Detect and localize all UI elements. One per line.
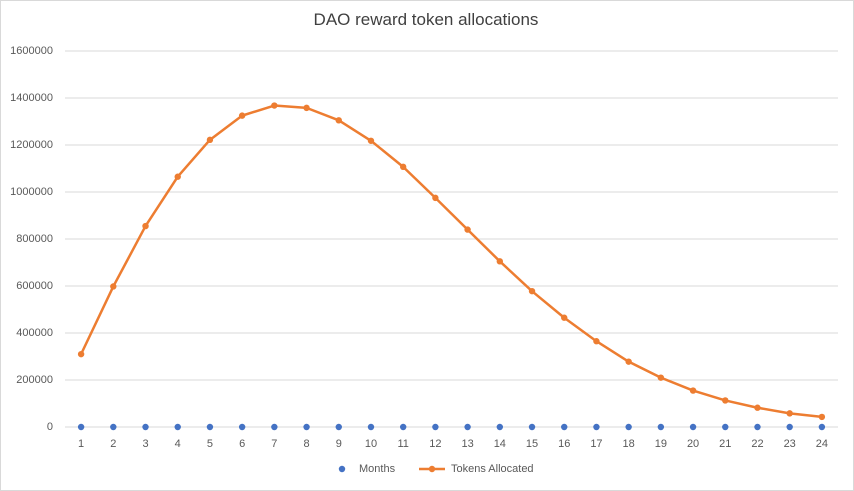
data-point: [657, 423, 665, 431]
data-point: [561, 314, 568, 321]
data-point: [77, 350, 85, 358]
data-point: [238, 423, 246, 431]
x-tick-label: 11: [397, 438, 408, 450]
series-layer: [77, 102, 826, 431]
data-point: [786, 410, 793, 417]
x-tick-label: 6: [239, 438, 245, 450]
x-tick-label: 24: [816, 438, 828, 450]
data-point: [271, 102, 278, 109]
data-point: [367, 137, 375, 144]
data-point: [77, 423, 85, 431]
data-point: [722, 423, 729, 431]
legend: Months Tokens Allocated: [338, 463, 534, 475]
x-tick-label: 19: [655, 438, 667, 450]
data-point: [689, 387, 697, 394]
data-point: [593, 338, 600, 345]
x-tick-label: 4: [175, 438, 181, 450]
legend-item: Months: [338, 463, 396, 475]
y-tick-label: 1000000: [10, 186, 53, 198]
x-tick-label: 12: [429, 438, 441, 450]
data-point: [657, 374, 665, 381]
data-point: [528, 423, 536, 431]
data-point: [142, 222, 149, 230]
data-point: [399, 163, 407, 171]
x-tick-label: 16: [558, 438, 570, 450]
y-tick-label: 1400000: [10, 92, 53, 104]
data-point: [561, 423, 568, 431]
gridlines: [65, 50, 838, 428]
x-tick-label: 15: [526, 438, 538, 450]
data-point: [303, 423, 310, 431]
x-tick-label: 17: [590, 438, 602, 450]
x-tick-label: 14: [494, 438, 506, 450]
series-line: [79, 104, 823, 419]
x-tick-label: 18: [623, 438, 635, 450]
x-tick-label: 20: [687, 438, 699, 450]
data-point: [110, 283, 117, 290]
data-point: [625, 423, 632, 431]
data-point: [722, 397, 729, 404]
data-point: [174, 173, 181, 180]
legend-swatch-marker: [428, 465, 436, 473]
data-point: [528, 287, 536, 295]
x-tick-label: 10: [365, 438, 377, 450]
legend-label: Tokens Allocated: [451, 463, 534, 475]
x-tick-label: 3: [142, 438, 148, 450]
data-point: [464, 226, 471, 233]
data-point: [432, 423, 439, 431]
legend-item: Tokens Allocated: [419, 463, 534, 475]
data-point: [206, 136, 214, 144]
x-tick-label: 2: [110, 438, 116, 450]
data-point: [335, 423, 342, 431]
data-point: [432, 194, 439, 202]
y-tick-label: 1600000: [10, 45, 53, 57]
data-point: [625, 358, 632, 365]
data-point: [818, 413, 826, 421]
y-tick-label: 0: [47, 421, 53, 433]
data-point: [593, 423, 600, 431]
data-point: [206, 423, 214, 431]
data-point: [271, 423, 278, 431]
x-tick-label: 23: [784, 438, 796, 450]
x-tick-label: 1: [78, 438, 84, 450]
data-point: [689, 423, 697, 431]
y-tick-label: 800000: [16, 233, 53, 245]
data-point: [754, 404, 761, 411]
data-point: [464, 423, 471, 431]
data-point: [786, 423, 793, 431]
x-tick-label: 22: [751, 438, 763, 450]
data-point: [142, 423, 149, 431]
data-point: [496, 423, 504, 431]
y-tick-label: 400000: [16, 327, 53, 339]
data-point: [367, 423, 375, 431]
data-point: [174, 423, 181, 431]
x-tick-label: 8: [304, 438, 310, 450]
x-tick-label: 13: [461, 438, 473, 450]
series-1: [77, 102, 826, 421]
data-point: [399, 423, 407, 431]
x-axis-ticks: 1 2 3 4 5 6 7 8 9 10 11 12 13 14 15 16 17 18 19 20 21 22 23 24: [78, 438, 828, 450]
data-point: [238, 112, 246, 119]
data-point: [754, 423, 761, 431]
y-tick-label: 1200000: [10, 139, 53, 151]
legend-swatch-marker: [338, 465, 346, 473]
y-tick-label: 200000: [16, 374, 53, 386]
y-axis-ticks: 0 200000 400000 600000 800000 1000000 1200000 1…: [10, 45, 53, 433]
y-tick-label: 600000: [16, 280, 53, 292]
data-point: [303, 104, 310, 112]
data-point: [335, 117, 342, 124]
chart-title: DAO reward token allocations: [314, 10, 539, 29]
data-point: [110, 423, 117, 431]
x-tick-label: 21: [719, 438, 731, 450]
x-tick-label: 7: [271, 438, 277, 450]
series-0: [77, 423, 826, 431]
x-tick-label: 9: [336, 438, 342, 450]
data-point: [818, 423, 826, 431]
legend-label: Months: [359, 463, 396, 475]
x-tick-label: 5: [207, 438, 213, 450]
data-point: [496, 258, 504, 265]
